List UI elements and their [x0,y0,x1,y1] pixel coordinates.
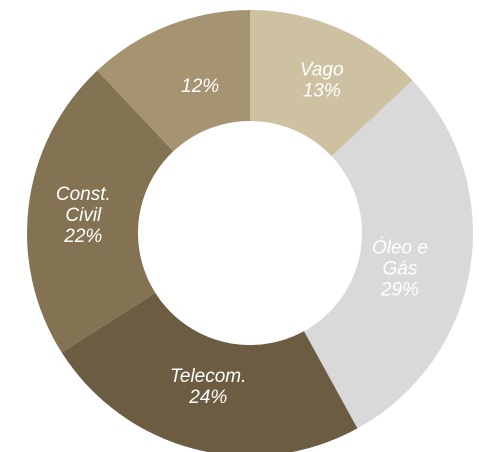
slice-label-oleo-e-gas: Óleo e Gás 29% [372,236,428,300]
slice-label-slice-5: 12% [181,76,219,97]
slice-category-label: Óleo e [372,236,428,258]
slice-label-const-civil: Const. Civil 22% [56,184,111,247]
slice-category-label: Telecom. [170,366,246,387]
slice-category-label: Const. [56,184,111,205]
slice-label-vago: Vago 13% [300,59,344,101]
slice-value-label: 13% [303,80,341,101]
slice-label-telecom: Telecom. 24% [170,366,246,408]
slice-category-label: Civil [65,205,102,226]
slice-value-label: 12% [181,76,219,97]
slice-category-label: Gás [383,258,418,279]
slice-const-civil [26,70,250,353]
slice-labels: Vago 13% Óleo e Gás 29% Telecom. 24% Const. Civi… [56,59,428,408]
slice-category-label: Vago [300,59,344,80]
slice-oleo-e-gas [250,80,473,429]
slice-value-label: 22% [63,226,102,247]
slice-value-label: 29% [380,279,419,300]
slice-telecom [61,233,358,452]
slice-value-label: 24% [188,387,227,408]
donut-hole [138,121,362,345]
